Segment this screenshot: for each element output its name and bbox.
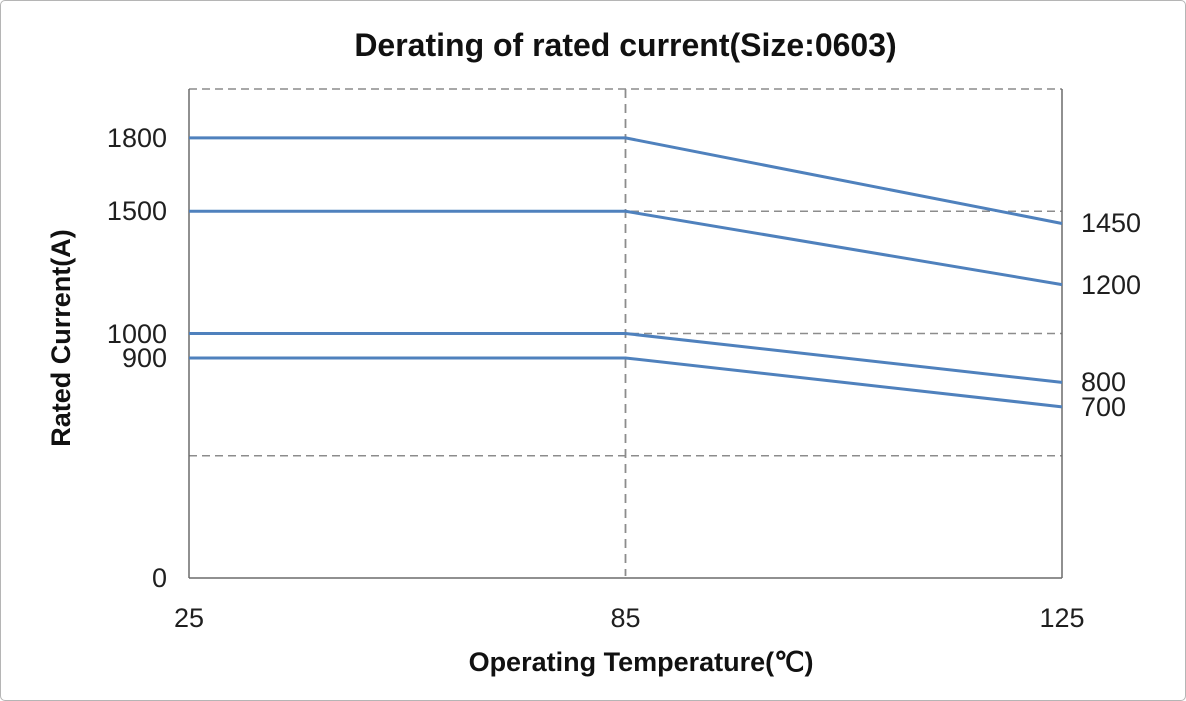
series-line-2 [189, 332, 1063, 384]
series-line-0 [189, 136, 1063, 225]
x-axis-title: Operating Temperature(℃) [468, 647, 814, 677]
y-axis-title: Rated Current(A) [46, 229, 76, 447]
series-line-1 [189, 209, 1063, 287]
chart-title: Derating of rated current(Size:0603) [354, 27, 897, 63]
series-line-3 [189, 356, 1063, 409]
